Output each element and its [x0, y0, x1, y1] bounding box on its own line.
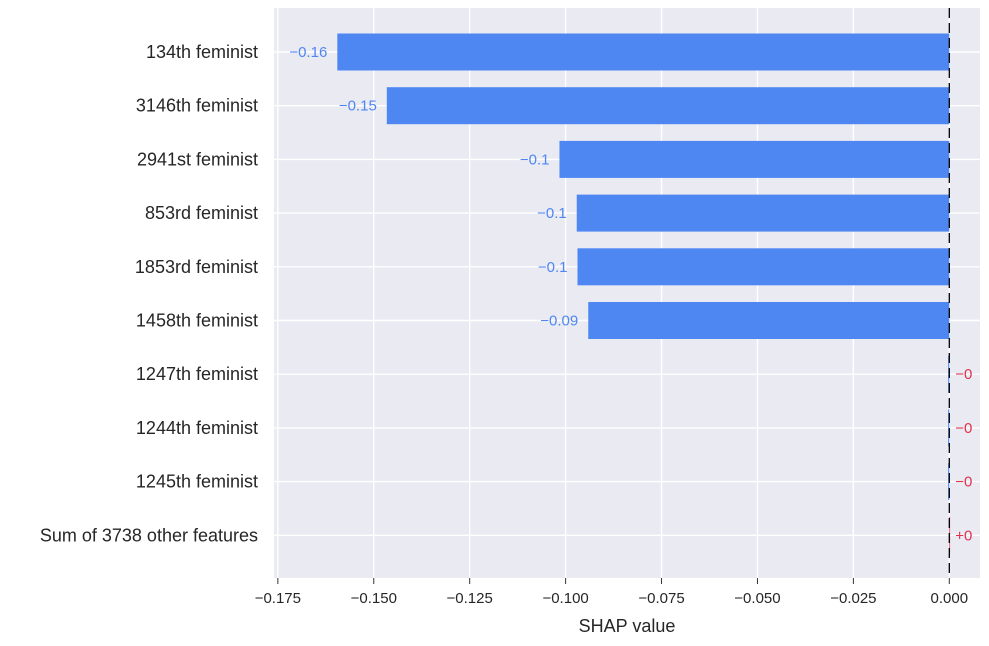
x-tick-label: −0.175 — [255, 590, 301, 607]
category-label: Sum of 3738 other features — [40, 525, 258, 545]
category-label: 2941st feminist — [137, 149, 258, 169]
x-axis-ticks: −0.175 −0.150 −0.125 −0.100 −0.075 −0.050 −0.0… — [255, 578, 968, 607]
bar — [577, 248, 950, 286]
bar — [559, 140, 950, 178]
bar — [386, 87, 950, 125]
bar — [337, 33, 950, 71]
category-label: 3146th feminist — [136, 96, 258, 116]
value-label: −0.09 — [540, 313, 578, 330]
value-label: −0.15 — [339, 98, 377, 115]
value-label: −0.1 — [520, 151, 550, 168]
category-label: 134th feminist — [146, 42, 258, 62]
x-tick-label: −0.125 — [447, 590, 493, 607]
x-axis-title: SHAP value — [579, 616, 676, 636]
value-label: +0 — [955, 527, 972, 544]
value-label: −0.1 — [538, 259, 568, 276]
category-label: 1247th feminist — [136, 364, 258, 384]
x-tick-label: −0.100 — [542, 590, 588, 607]
category-label: 1853rd feminist — [135, 257, 258, 277]
value-label: −0 — [955, 474, 972, 491]
x-tick-label: −0.050 — [734, 590, 780, 607]
x-tick-label: −0.025 — [830, 590, 876, 607]
x-tick-label: 0.000 — [931, 590, 969, 607]
category-label: 1458th feminist — [136, 311, 258, 331]
value-label: −0.16 — [289, 44, 327, 61]
bar — [588, 302, 950, 339]
bars — [337, 33, 951, 554]
value-label: −0 — [955, 366, 972, 383]
x-tick-label: −0.150 — [351, 590, 397, 607]
category-label: 1245th feminist — [136, 472, 258, 492]
category-label: 853rd feminist — [145, 203, 258, 223]
data-labels: −0.16 −0.15 −0.1 −0.1 −0.1 −0.09 −0 −0 −0 +0 — [289, 44, 972, 544]
value-label: −0 — [955, 420, 972, 437]
bar — [948, 409, 950, 447]
category-label: 1244th feminist — [136, 418, 258, 438]
bar — [576, 194, 950, 232]
y-axis-labels: 134th feminist 3146th feminist 2941st femi… — [40, 42, 258, 545]
value-label: −0.1 — [537, 205, 567, 222]
x-tick-label: −0.075 — [638, 590, 684, 607]
